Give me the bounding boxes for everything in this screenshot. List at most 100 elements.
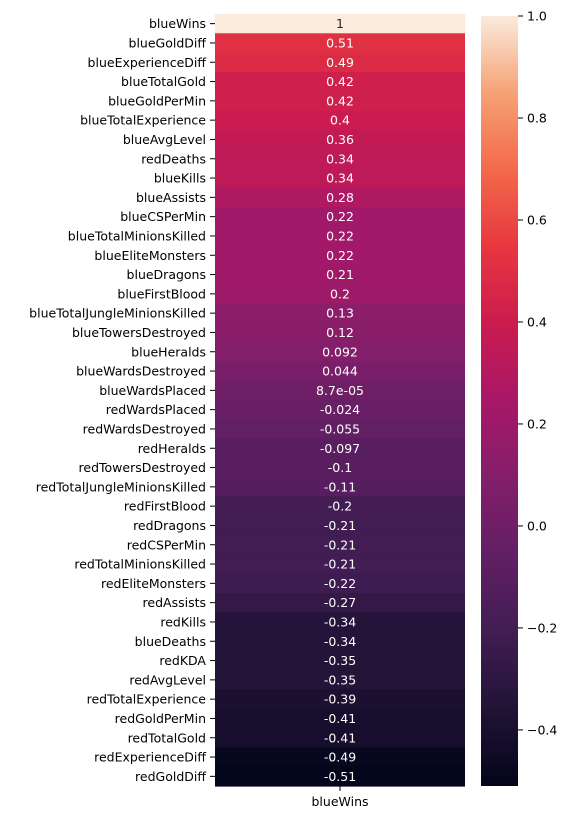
row-label: blueExperienceDiff xyxy=(88,55,207,70)
row-label: blueTotalExperience xyxy=(80,113,206,128)
heatmap-cell xyxy=(215,554,465,575)
cell-value-label: -0.1 xyxy=(328,460,352,475)
row-label: blueGoldPerMin xyxy=(108,93,206,108)
heatmap-cell xyxy=(215,708,465,729)
heatmap-cell xyxy=(215,747,465,768)
row-label: redExperienceDiff xyxy=(94,750,206,765)
cell-value-label: -0.27 xyxy=(324,595,356,610)
heatmap-cell xyxy=(215,438,465,459)
row-label: redTotalGold xyxy=(128,730,206,745)
row-label: blueKills xyxy=(154,171,206,186)
heatmap-cell xyxy=(215,33,465,54)
heatmap-cell xyxy=(215,322,465,343)
heatmap-cell xyxy=(215,52,465,73)
cell-value-label: -0.21 xyxy=(324,537,356,552)
row-label: blueWardsPlaced xyxy=(99,383,206,398)
row-label: redFirstBlood xyxy=(124,499,206,514)
x-tick-label: blueWins xyxy=(311,794,368,809)
heatmap-cell xyxy=(215,187,465,208)
heatmap-cell xyxy=(215,110,465,131)
cell-value-label: 0.044 xyxy=(322,364,358,379)
colorbar-tick-label: 0.2 xyxy=(527,416,547,431)
row-label: redTotalJungleMinionsKilled xyxy=(36,479,206,494)
cell-value-label: 0.34 xyxy=(326,171,354,186)
row-label: blueTotalMinionsKilled xyxy=(68,228,206,243)
row-label: blueFirstBlood xyxy=(117,286,206,301)
heatmap-cell xyxy=(215,419,465,440)
row-label: redEliteMonsters xyxy=(101,576,206,591)
colorbar-tick-label: 0.4 xyxy=(527,314,547,329)
heatmap-cell xyxy=(215,168,465,189)
cell-value-label: 0.28 xyxy=(326,190,354,205)
cell-value-label: 0.2 xyxy=(330,286,350,301)
cell-value-label: -0.41 xyxy=(324,711,356,726)
cell-value-label: -0.35 xyxy=(324,672,356,687)
heatmap-cell xyxy=(215,728,465,748)
cell-value-label: 0.36 xyxy=(326,132,354,147)
cell-value-label: 0.51 xyxy=(326,35,354,50)
cell-value-label: 8.7e-05 xyxy=(316,383,364,398)
heatmap-cell xyxy=(215,207,465,227)
cell-value-label: -0.21 xyxy=(324,557,356,572)
heatmap-cells: 1 0.51 0.49 0.42 0.42 0.4 0.36 0.34 0.34 0.28 0.22… xyxy=(215,14,465,787)
row-label: blueHeralds xyxy=(131,344,206,359)
cell-value-label: 0.13 xyxy=(326,306,354,321)
cell-value-label: -0.34 xyxy=(324,634,356,649)
heatmap-cell xyxy=(215,284,465,305)
cell-value-label: 0.42 xyxy=(326,93,354,108)
cell-value-label: -0.41 xyxy=(324,730,356,745)
colorbar-tick-label: 1.0 xyxy=(527,9,547,24)
row-label: redWardsDestroyed xyxy=(83,421,206,436)
row-label: redHeralds xyxy=(138,441,206,456)
heatmap-cell xyxy=(215,245,465,266)
heatmap-cell xyxy=(215,593,465,613)
x-axis: blueWins xyxy=(311,786,369,809)
heatmap-cell xyxy=(215,515,465,536)
heatmap-cell xyxy=(215,361,465,382)
row-label: redGoldDiff xyxy=(135,769,206,784)
row-label: blueWins xyxy=(149,16,206,31)
cell-value-label: 1 xyxy=(336,16,344,31)
cell-value-label: -0.34 xyxy=(324,614,356,629)
row-label: redTowersDestroyed xyxy=(79,460,206,475)
heatmap-cell xyxy=(215,226,465,247)
heatmap-cell xyxy=(215,477,465,498)
row-labels: blueWins blueGoldDiff blueExperienceDiff bl… xyxy=(29,16,215,784)
cell-value-label: 0.42 xyxy=(326,74,354,89)
cell-value-label: 0.22 xyxy=(326,228,354,243)
heatmap-cell xyxy=(215,631,465,652)
colorbar-tick-label: 0.6 xyxy=(527,212,547,227)
colorbar-tick-label: 0.0 xyxy=(527,518,547,533)
cell-value-label: 0.49 xyxy=(326,55,354,70)
heatmap-cell xyxy=(215,342,465,362)
row-label: redWardsPlaced xyxy=(106,402,206,417)
cell-value-label: -0.2 xyxy=(328,499,352,514)
heatmap-cell xyxy=(215,689,465,710)
cell-value-label: -0.024 xyxy=(320,402,360,417)
heatmap-cell xyxy=(215,535,465,555)
colorbar-tick-label: −0.4 xyxy=(527,722,557,737)
heatmap-cell xyxy=(215,612,465,633)
heatmap-cell xyxy=(215,149,465,169)
row-label: blueGoldDiff xyxy=(129,35,207,50)
row-label: redDeaths xyxy=(141,151,206,166)
heatmap-cell xyxy=(215,380,465,401)
heatmap-cell xyxy=(215,573,465,594)
cell-value-label: 0.21 xyxy=(326,267,354,282)
row-label: redDragons xyxy=(133,518,206,533)
cell-value-label: 0.4 xyxy=(330,113,350,128)
cell-value-label: -0.49 xyxy=(324,750,356,765)
colorbar-tick-label: 0.8 xyxy=(527,110,547,125)
row-label: redKDA xyxy=(159,653,206,668)
heatmap-cell xyxy=(215,14,465,34)
row-label: blueAssists xyxy=(136,190,206,205)
row-label: blueDragons xyxy=(127,267,206,282)
heatmap-cell xyxy=(215,91,465,112)
cell-value-label: -0.22 xyxy=(324,576,356,591)
cell-value-label: 0.22 xyxy=(326,209,354,224)
heatmap-cell xyxy=(215,71,465,92)
heatmap-cell xyxy=(215,303,465,324)
row-label: redCSPerMin xyxy=(127,537,206,552)
colorbar-gradient xyxy=(481,16,518,786)
